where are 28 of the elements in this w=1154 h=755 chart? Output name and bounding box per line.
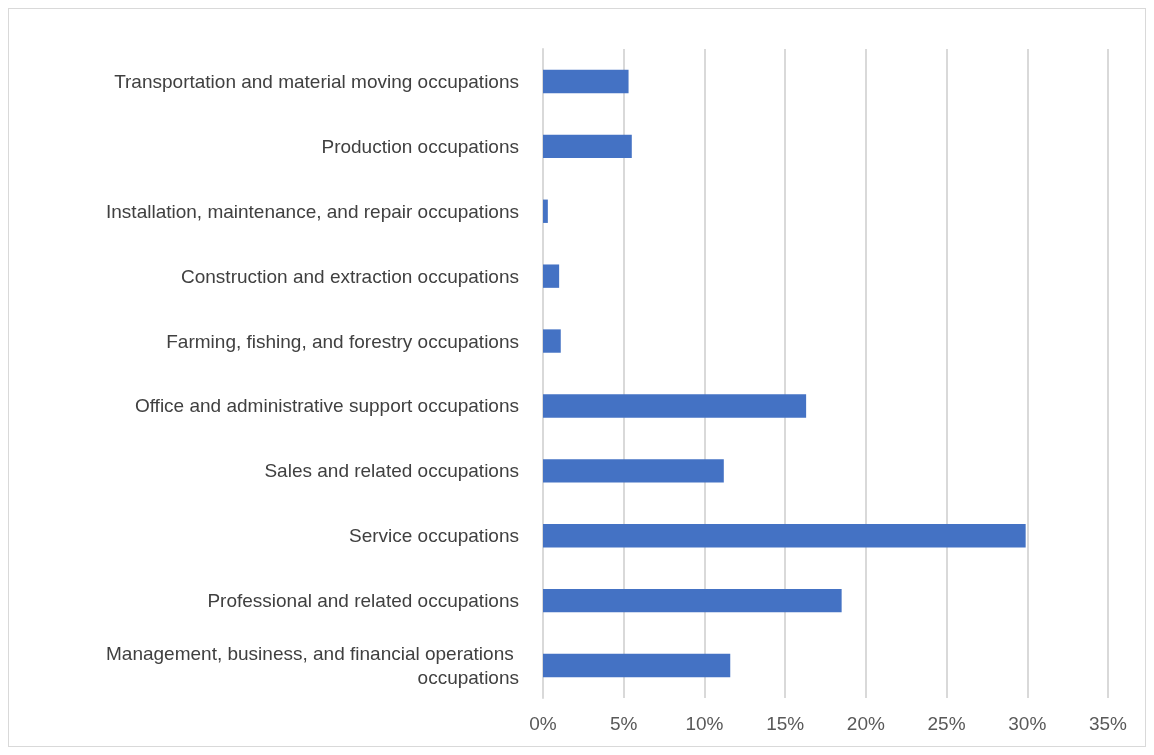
x-tick-label: 5% bbox=[609, 713, 638, 734]
bar bbox=[543, 588, 842, 613]
x-tick-label: 35% bbox=[1088, 713, 1128, 734]
y-tick-label: Service occupations bbox=[348, 525, 519, 547]
y-tick-label: Farming, fishing, and forestry occupations bbox=[166, 330, 519, 352]
y-tick-label: Transportation and material moving occupations bbox=[114, 70, 519, 92]
bar bbox=[543, 134, 632, 159]
x-tick-label: 10% bbox=[685, 713, 724, 734]
bar bbox=[543, 459, 724, 483]
bar bbox=[543, 69, 629, 94]
x-tick-label: 25% bbox=[927, 713, 966, 734]
bar bbox=[543, 653, 731, 678]
bar bbox=[543, 329, 561, 353]
y-tick-label: Sales and related occupations bbox=[264, 460, 519, 482]
x-tick-label: 20% bbox=[846, 713, 885, 734]
y-tick-label: Professional and related occupations bbox=[207, 590, 519, 612]
x-tick-label: 15% bbox=[766, 713, 805, 734]
bar bbox=[543, 264, 560, 288]
y-tick-label: Installation, maintenance, and repair occupations bbox=[106, 200, 519, 222]
bar bbox=[543, 394, 807, 418]
y-tick-label: Construction and extraction occupations bbox=[181, 265, 519, 287]
bar bbox=[543, 199, 548, 223]
x-tick-label: 30% bbox=[1008, 713, 1047, 734]
y-tick-label: Management, business, and financial operations occupations bbox=[106, 643, 519, 689]
x-tick-label: 0% bbox=[529, 713, 557, 734]
y-tick-label: Office and administrative support occupations bbox=[134, 395, 519, 417]
y-tick-label: Production occupations bbox=[321, 135, 519, 157]
bar bbox=[543, 524, 1026, 548]
